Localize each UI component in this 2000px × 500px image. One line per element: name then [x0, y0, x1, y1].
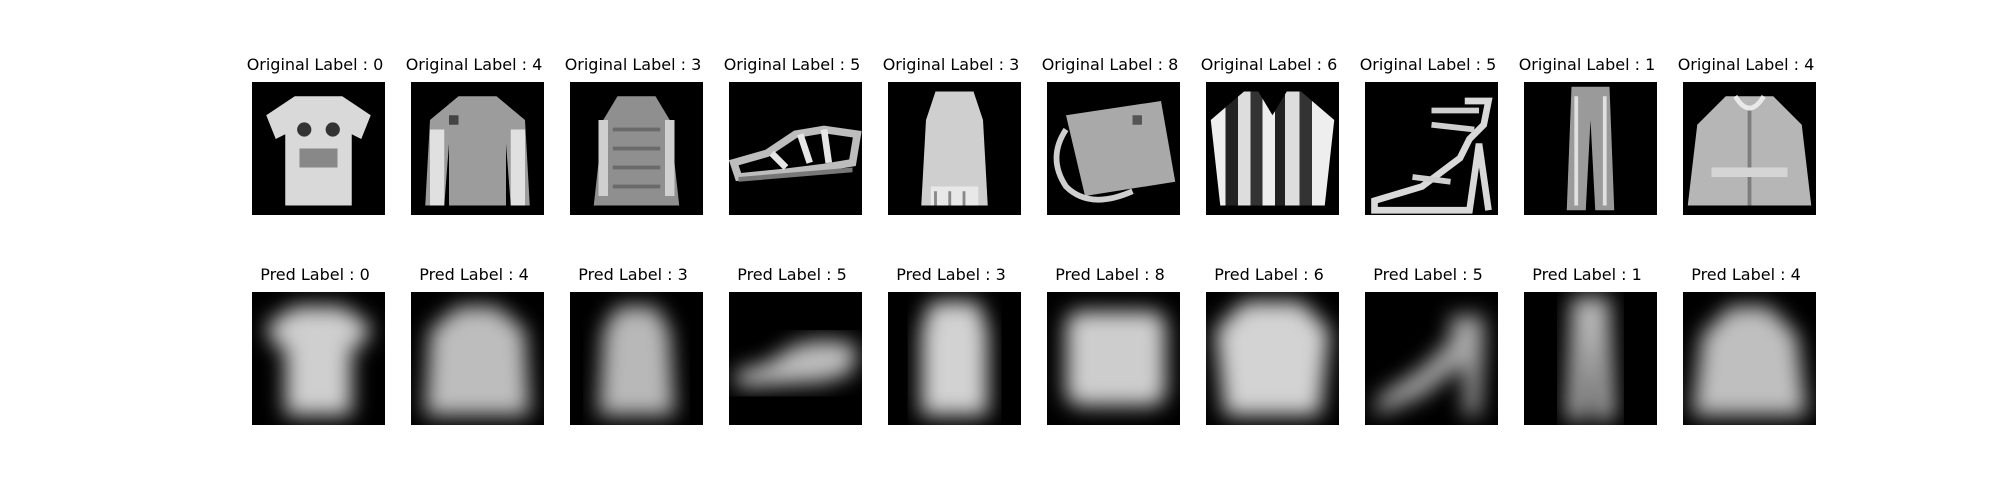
image-cell: Original Label : 5 — [712, 55, 872, 225]
blurry-trouser-image — [1524, 292, 1657, 425]
image-title: Original Label : 6 — [1200, 55, 1338, 74]
prediction-images-row: Pred Label : 0 Pred Label : 4 Pred Label… — [0, 265, 2000, 435]
image-cell: Pred Label : 4 — [394, 265, 554, 435]
image-cell: Pred Label : 5 — [1348, 265, 1508, 435]
image-title: Pred Label : 3 — [578, 265, 688, 284]
image-title: Pred Label : 8 — [1055, 265, 1165, 284]
image-cell: Pred Label : 4 — [1666, 265, 1826, 435]
image-cell: Pred Label : 5 — [712, 265, 872, 435]
image-title: Pred Label : 6 — [1214, 265, 1324, 284]
image-cell: Original Label : 4 — [1666, 55, 1826, 225]
blurry-heel-image — [1365, 292, 1498, 425]
blurry-coat-image — [1683, 292, 1816, 425]
trouser-image — [1524, 82, 1657, 215]
image-cell: Pred Label : 3 — [553, 265, 713, 435]
image-title: Original Label : 1 — [1518, 55, 1656, 74]
image-title: Original Label : 0 — [246, 55, 384, 74]
image-title: Pred Label : 4 — [419, 265, 529, 284]
image-cell: Pred Label : 8 — [1030, 265, 1190, 435]
image-title: Pred Label : 1 — [1532, 265, 1642, 284]
image-cell: Pred Label : 0 — [235, 265, 395, 435]
blurry-sandal-image — [729, 292, 862, 425]
image-title: Original Label : 8 — [1041, 55, 1179, 74]
image-cell: Pred Label : 3 — [871, 265, 1031, 435]
coat-image — [1683, 82, 1816, 215]
heel-sandal-image — [1365, 82, 1498, 215]
blurry-pullover-image — [411, 292, 544, 425]
image-title: Original Label : 4 — [405, 55, 543, 74]
pullover-image — [411, 82, 544, 215]
image-title: Original Label : 3 — [564, 55, 702, 74]
image-cell: Pred Label : 1 — [1507, 265, 1667, 435]
image-title: Original Label : 3 — [882, 55, 1020, 74]
original-images-row: Original Label : 0 Original Label : 4 Or… — [0, 55, 2000, 225]
image-title: Pred Label : 3 — [896, 265, 1006, 284]
image-title: Pred Label : 4 — [1691, 265, 1801, 284]
shirt-image — [1206, 82, 1339, 215]
image-title: Pred Label : 5 — [737, 265, 847, 284]
image-cell: Pred Label : 6 — [1189, 265, 1349, 435]
blurry-shirt-image — [1206, 292, 1339, 425]
image-cell: Original Label : 4 — [394, 55, 554, 225]
tshirt-image — [252, 82, 385, 215]
image-cell: Original Label : 6 — [1189, 55, 1349, 225]
image-title: Original Label : 4 — [1677, 55, 1815, 74]
dress-image — [570, 82, 703, 215]
sandal-image — [729, 82, 862, 215]
image-title: Pred Label : 0 — [260, 265, 370, 284]
bag-image — [1047, 82, 1180, 215]
image-cell: Original Label : 8 — [1030, 55, 1190, 225]
image-cell: Original Label : 3 — [553, 55, 713, 225]
blurry-bag-image — [1047, 292, 1180, 425]
image-cell: Original Label : 0 — [235, 55, 395, 225]
image-cell: Original Label : 1 — [1507, 55, 1667, 225]
image-title: Original Label : 5 — [723, 55, 861, 74]
blurry-dress-image — [888, 292, 1021, 425]
blurry-tshirt-image — [252, 292, 385, 425]
image-title: Original Label : 5 — [1359, 55, 1497, 74]
image-cell: Original Label : 5 — [1348, 55, 1508, 225]
image-title: Pred Label : 5 — [1373, 265, 1483, 284]
blurry-dress-image — [570, 292, 703, 425]
dress-image — [888, 82, 1021, 215]
image-cell: Original Label : 3 — [871, 55, 1031, 225]
